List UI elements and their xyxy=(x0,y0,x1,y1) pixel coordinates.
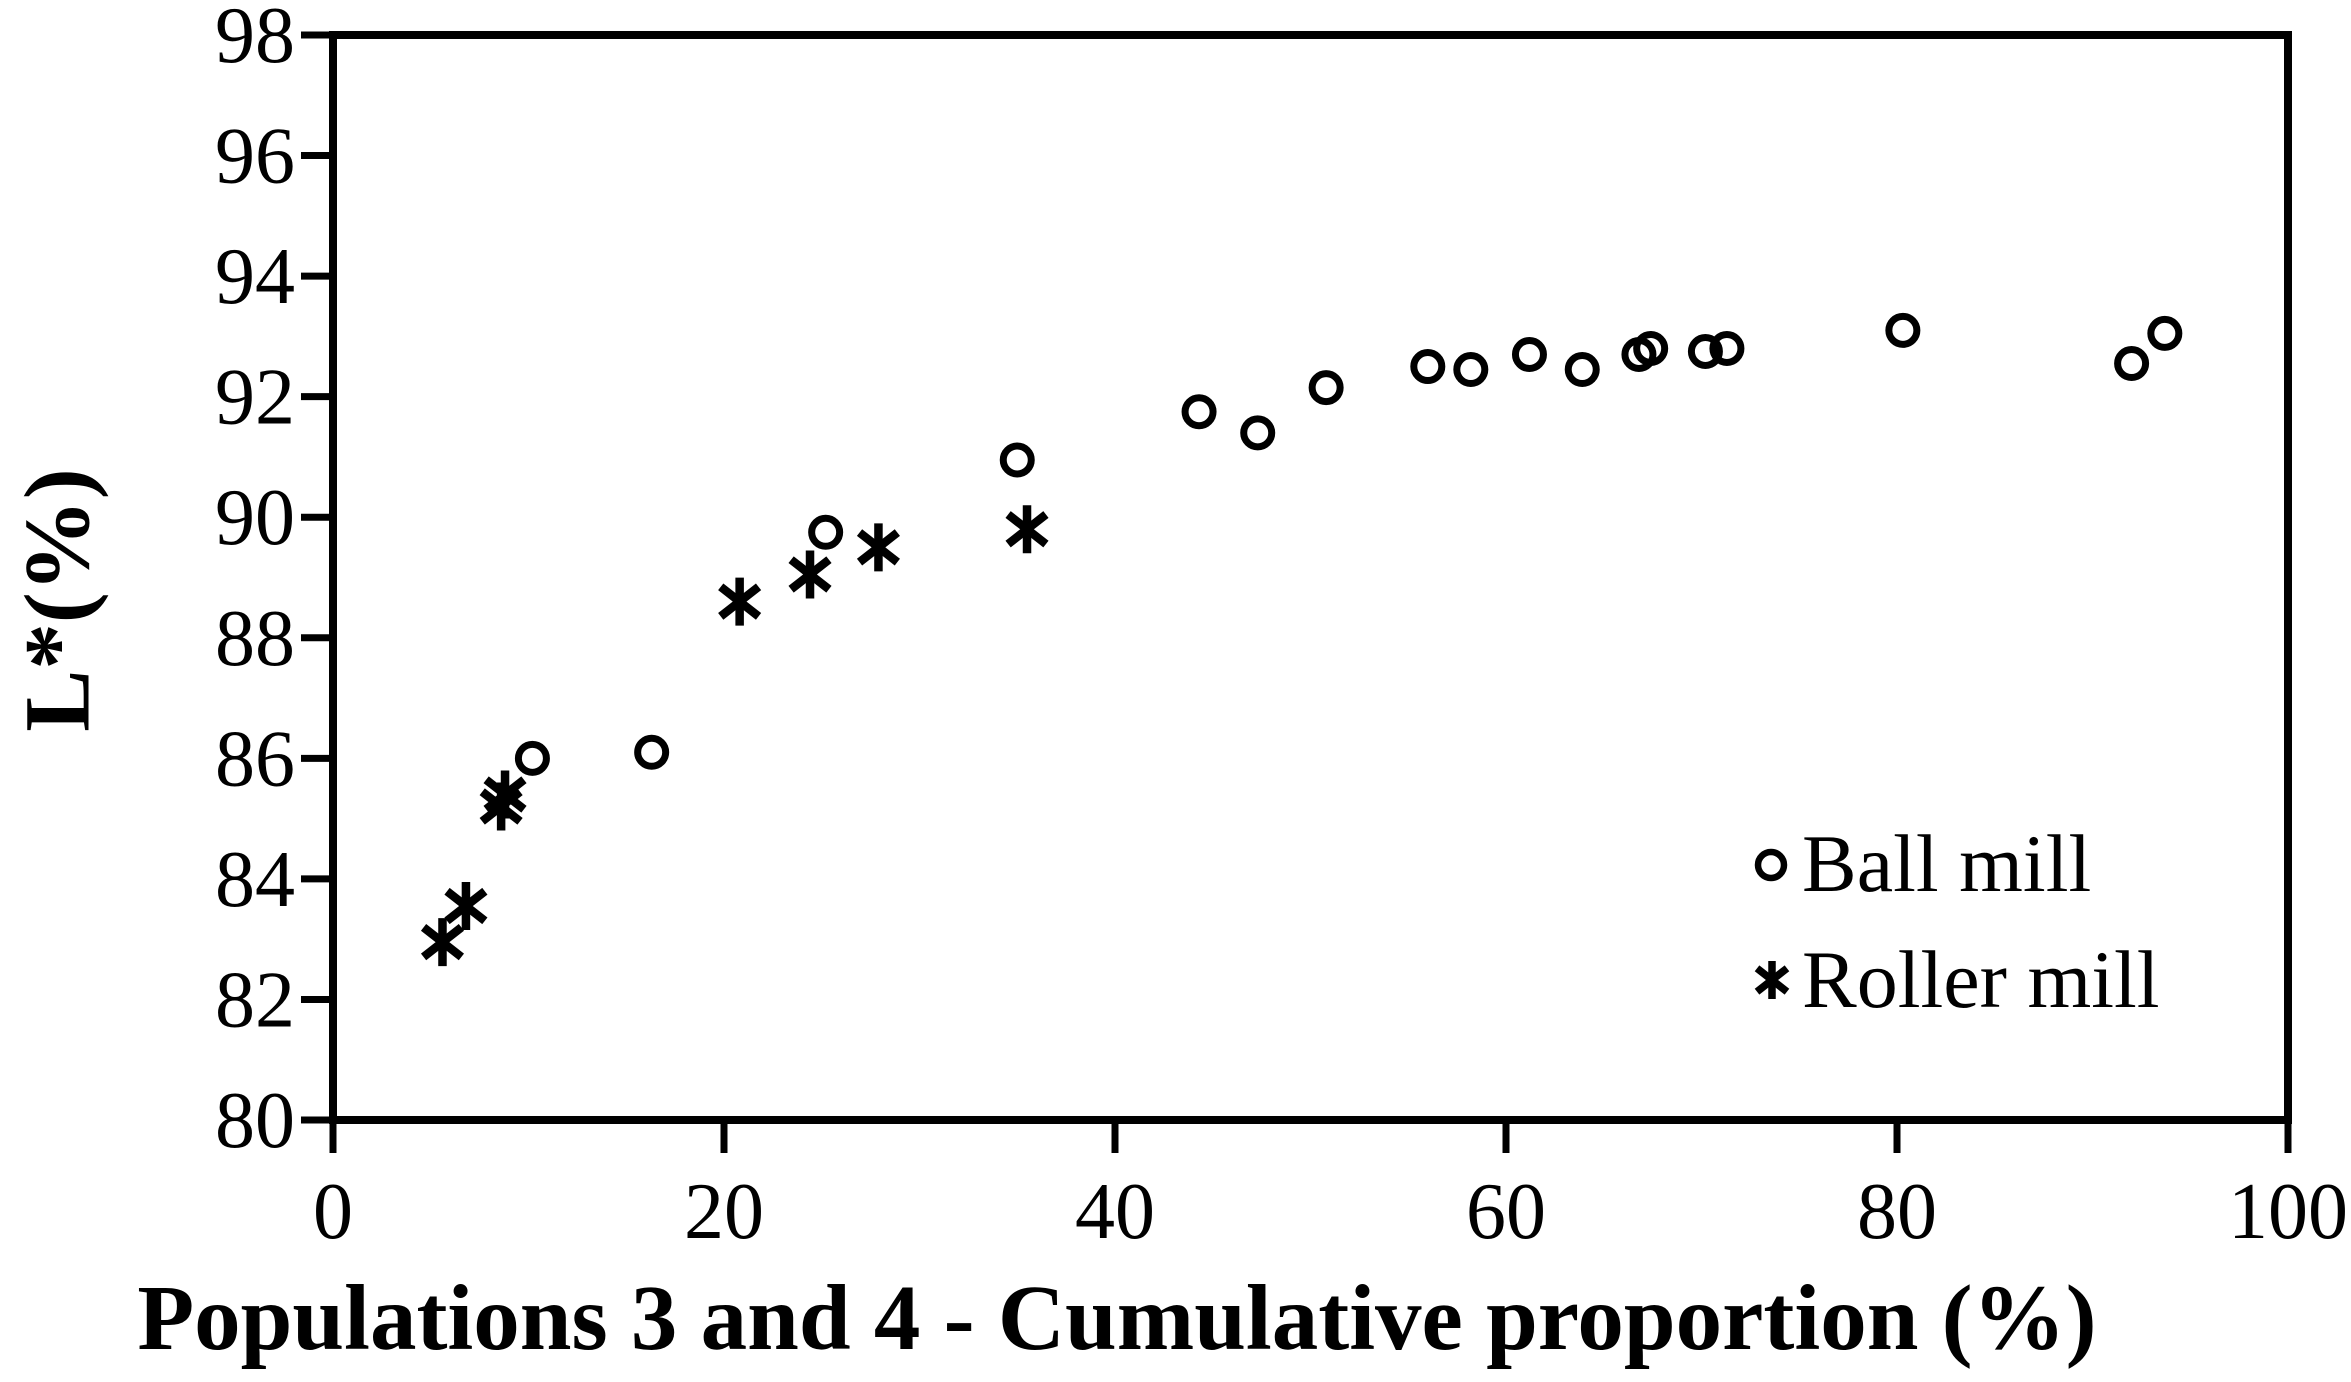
roller-mill-legend-marker xyxy=(1754,961,1790,999)
y-axis-title: L*(%) xyxy=(6,468,110,732)
roller-mill-point xyxy=(718,577,762,626)
x-axis-title: Populations 3 and 4 - Cumulative proport… xyxy=(137,1267,2097,1370)
y-tick-label: 94 xyxy=(215,233,295,321)
x-tick-label: 0 xyxy=(313,1168,353,1256)
ball-mill-point xyxy=(1410,349,1446,385)
roller-mill-point xyxy=(856,523,900,572)
x-tick-label: 60 xyxy=(1466,1168,1546,1256)
y-tick-label: 80 xyxy=(215,1077,295,1165)
y-tick-label: 98 xyxy=(215,0,295,80)
y-tick-label: 86 xyxy=(215,715,295,803)
ball-mill-point xyxy=(1633,330,1669,366)
ball-mill-point xyxy=(1308,370,1344,406)
legend-label-roller-mill: Roller mill xyxy=(1802,934,2160,1025)
plot-frame xyxy=(329,31,2292,1124)
ball-mill-point xyxy=(634,734,670,770)
y-tick-label: 96 xyxy=(215,113,295,201)
roller-mill-point xyxy=(444,882,488,931)
x-tick-label: 20 xyxy=(684,1168,764,1256)
x-tick-label: 40 xyxy=(1075,1168,1155,1256)
legend: Ball mill Roller mill xyxy=(1750,814,2160,1030)
ball-mill-point xyxy=(1687,333,1723,369)
ball-mill-point xyxy=(1181,394,1217,430)
y-tick-label: 84 xyxy=(215,836,295,924)
legend-item-roller-mill: Roller mill xyxy=(1750,930,2160,1030)
x-tick-label: 100 xyxy=(2228,1168,2348,1256)
ball-mill-point xyxy=(2114,346,2150,382)
ball-mill-point xyxy=(1240,415,1276,451)
legend-item-ball-mill: Ball mill xyxy=(1750,814,2160,914)
ball-mill-point xyxy=(1564,352,1600,388)
y-tick-label: 88 xyxy=(215,595,295,683)
ball-mill-point xyxy=(999,442,1035,478)
roller-mill-point xyxy=(483,770,527,819)
ball-mill-legend-marker xyxy=(1754,848,1788,882)
ball-mill-point xyxy=(1709,330,1745,366)
roller-mill-point xyxy=(420,918,465,967)
ball-mill-point xyxy=(514,740,550,776)
roller-mill-point xyxy=(1005,505,1049,554)
ball-mill-point xyxy=(1511,336,1547,372)
roller-mill-point xyxy=(788,550,832,599)
ball-mill-point xyxy=(1885,312,1921,348)
ball-mill-point xyxy=(1453,352,1489,388)
ball-mill-point xyxy=(808,514,844,550)
legend-label-ball-mill: Ball mill xyxy=(1802,818,2092,909)
ball-mill-point xyxy=(2147,315,2183,351)
x-tick-label: 80 xyxy=(1857,1168,1937,1256)
y-tick-label: 92 xyxy=(215,354,295,442)
y-tick-label: 90 xyxy=(215,474,295,562)
y-tick-label: 82 xyxy=(215,956,295,1044)
